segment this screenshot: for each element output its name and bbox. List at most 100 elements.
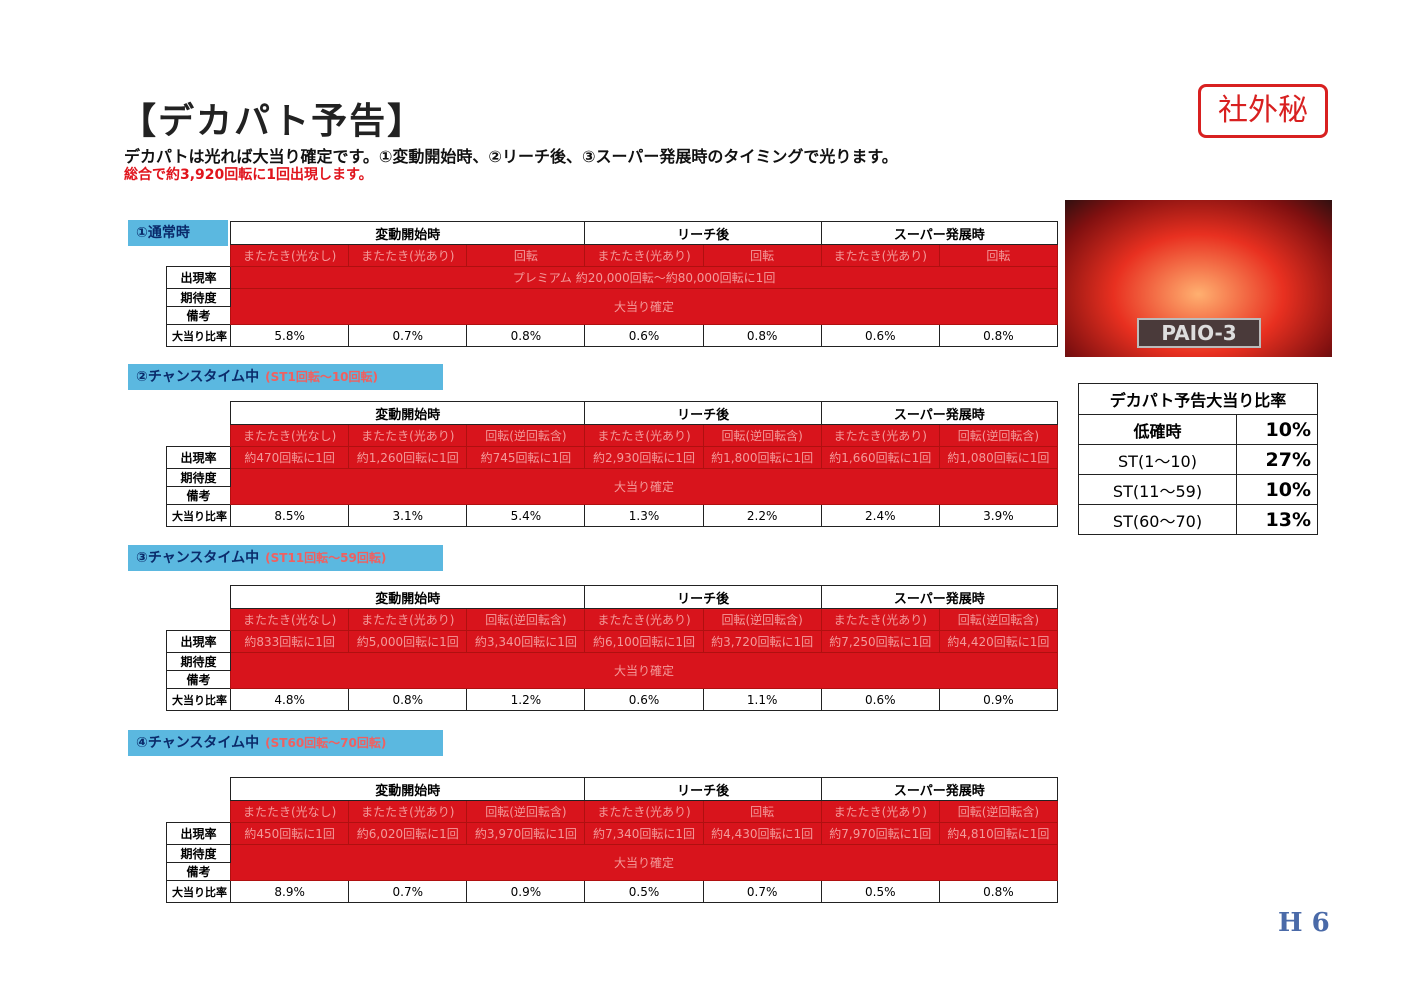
column-header: 回転(逆回転含) xyxy=(702,608,822,631)
appearance: 約6,100回転に1回 xyxy=(584,630,704,653)
appearance: 約7,340回転に1回 xyxy=(584,822,704,845)
ratio: 0.7% xyxy=(702,880,822,903)
blank xyxy=(167,222,231,245)
row: 出現率 約833回転に1回 約5,000回転に1回 約3,340回転に1回 約6,100… xyxy=(165,630,1059,653)
group-header: リーチ後 xyxy=(584,585,822,609)
column-header: またたき(光あり) xyxy=(820,424,940,447)
ratio: 0.9% xyxy=(938,688,1059,711)
outcome: 大当り確定 xyxy=(230,844,1058,881)
row: またたき(光なし) またたき(光あり) 回転 またたき(光あり) 回転 またたき(光あり)… xyxy=(167,244,1059,267)
column-header: 回転(逆回転含) xyxy=(938,424,1059,447)
appearance: 約450回転に1回 xyxy=(230,822,350,845)
column-header: 回転 xyxy=(466,244,586,267)
row: 備考 xyxy=(165,306,1058,325)
blank xyxy=(167,402,231,425)
group-header: 変動開始時 xyxy=(230,401,586,425)
row: 大当り比率 4.8% 0.8% 1.2% 0.6% 1.1% 0.6% 0.9% xyxy=(165,688,1059,711)
description: デカパトは光れば大当り確定です。①変動開始時、②リーチ後、③スーパー発展時のタイ… xyxy=(124,147,898,166)
ratio-value: 13% xyxy=(1236,504,1318,535)
row-label: 期待度 xyxy=(165,652,232,671)
ratio: 3.1% xyxy=(348,504,468,527)
row-label: 備考 xyxy=(165,306,232,325)
ratio: 0.8% xyxy=(938,880,1059,903)
appearance: 約7,970回転に1回 xyxy=(820,822,940,845)
group-header: スーパー発展時 xyxy=(820,585,1059,609)
photo-caption: PAIO-3 xyxy=(1137,318,1261,348)
appearance: 約745回転に1回 xyxy=(466,446,586,469)
row: 大当り比率 5.8% 0.7% 0.8% 0.6% 0.8% 0.6% 0.8% xyxy=(165,324,1059,347)
appearance: 約3,720回転に1回 xyxy=(702,630,822,653)
column-header: またたき(光あり) xyxy=(584,244,704,267)
row: 変動開始時 リーチ後 スーパー発展時 xyxy=(167,221,1059,245)
column-header: またたき(光あり) xyxy=(820,800,940,823)
row-label: 期待度 xyxy=(165,288,232,307)
stamp: 社外秘 xyxy=(1198,84,1328,138)
ratio: 1.2% xyxy=(466,688,586,711)
blank xyxy=(167,586,231,609)
ratio: 1.1% xyxy=(702,688,822,711)
row: 期待度 大当り確定 xyxy=(165,844,1058,881)
row-label: 出現率 xyxy=(165,822,232,845)
row: 変動開始時 リーチ後 スーパー発展時 xyxy=(167,777,1059,801)
column-header: またたき(光なし) xyxy=(230,608,350,631)
column-header: またたき(光あり) xyxy=(584,608,704,631)
column-header: またたき(光なし) xyxy=(230,244,350,267)
section-table: 変動開始時 リーチ後 スーパー発展時 またたき(光なし) またたき(光あり) 回転(逆回転… xyxy=(165,777,1059,903)
column-header: 回転(逆回転含) xyxy=(466,800,586,823)
ratio: 0.8% xyxy=(466,324,586,347)
group-header: スーパー発展時 xyxy=(820,221,1059,245)
row: 変動開始時 リーチ後 スーパー発展時 xyxy=(167,585,1059,609)
blank xyxy=(167,801,231,823)
ratio: 2.4% xyxy=(820,504,940,527)
ratio: 0.7% xyxy=(348,880,468,903)
appearance: 約3,970回転に1回 xyxy=(466,822,586,845)
outcome: 大当り確定 xyxy=(230,652,1058,689)
group-header: スーパー発展時 xyxy=(820,401,1059,425)
column-header: またたき(光あり) xyxy=(820,244,940,267)
row: 大当り比率 8.9% 0.7% 0.9% 0.5% 0.7% 0.5% 0.8% xyxy=(165,880,1059,903)
ratio: 4.8% xyxy=(230,688,350,711)
ratio-label: ST(60～70) xyxy=(1078,504,1237,535)
row-label: 大当り比率 xyxy=(165,504,232,527)
ratio: 0.8% xyxy=(938,324,1059,347)
ratio: 1.3% xyxy=(584,504,704,527)
section-sublabel: (ST1回転～10回転) xyxy=(265,370,379,384)
ratio: 0.6% xyxy=(584,324,704,347)
blank xyxy=(167,425,231,447)
row: またたき(光なし) またたき(光あり) 回転(逆回転含) またたき(光あり) 回転 またた… xyxy=(167,800,1059,823)
ratio-value: 27% xyxy=(1236,444,1318,475)
row-label: 大当り比率 xyxy=(165,880,232,903)
appearance: 約1,080回転に1回 xyxy=(938,446,1059,469)
appearance: 約4,430回転に1回 xyxy=(702,822,822,845)
row: 出現率 約470回転に1回 約1,260回転に1回 約745回転に1回 約2,930回転… xyxy=(165,446,1059,469)
row: 低確時 10% xyxy=(1078,414,1318,445)
column-header: またたき(光あり) xyxy=(348,608,468,631)
column-header: 回転 xyxy=(702,244,822,267)
outcome: 大当り確定 xyxy=(230,468,1058,505)
row: 期待度 大当り確定 xyxy=(165,652,1058,689)
row: またたき(光なし) またたき(光あり) 回転(逆回転含) またたき(光あり) 回転(逆回… xyxy=(167,608,1059,631)
column-header: 回転 xyxy=(702,800,822,823)
row: ST(1～10) 27% xyxy=(1078,444,1318,475)
section-label: ②チャンスタイム中 (ST1回転～10回転) xyxy=(128,364,443,390)
blank xyxy=(167,245,231,267)
ratio: 5.4% xyxy=(466,504,586,527)
row: 変動開始時 リーチ後 スーパー発展時 xyxy=(167,401,1059,425)
ratio: 3.9% xyxy=(938,504,1059,527)
column-header: 回転(逆回転含) xyxy=(938,608,1059,631)
row: またたき(光なし) またたき(光あり) 回転(逆回転含) またたき(光あり) 回転(逆回… xyxy=(167,424,1059,447)
column-header: 回転(逆回転含) xyxy=(466,608,586,631)
appearance: 約1,800回転に1回 xyxy=(702,446,822,469)
row: ST(11～59) 10% xyxy=(1078,474,1318,505)
group-header: 変動開始時 xyxy=(230,585,586,609)
section-table: 変動開始時 リーチ後 スーパー発展時 またたき(光なし) またたき(光あり) 回転(逆回転… xyxy=(165,401,1059,527)
column-header: またたき(光あり) xyxy=(584,424,704,447)
appearance: 約470回転に1回 xyxy=(230,446,350,469)
column-header: 回転(逆回転含) xyxy=(702,424,822,447)
appearance: プレミアム 約20,000回転～約80,000回転に1回 xyxy=(230,266,1058,289)
row-label: 備考 xyxy=(165,862,232,881)
ratio-value: 10% xyxy=(1236,474,1318,505)
appearance: 約833回転に1回 xyxy=(230,630,350,653)
ratio-label: 低確時 xyxy=(1078,414,1237,445)
